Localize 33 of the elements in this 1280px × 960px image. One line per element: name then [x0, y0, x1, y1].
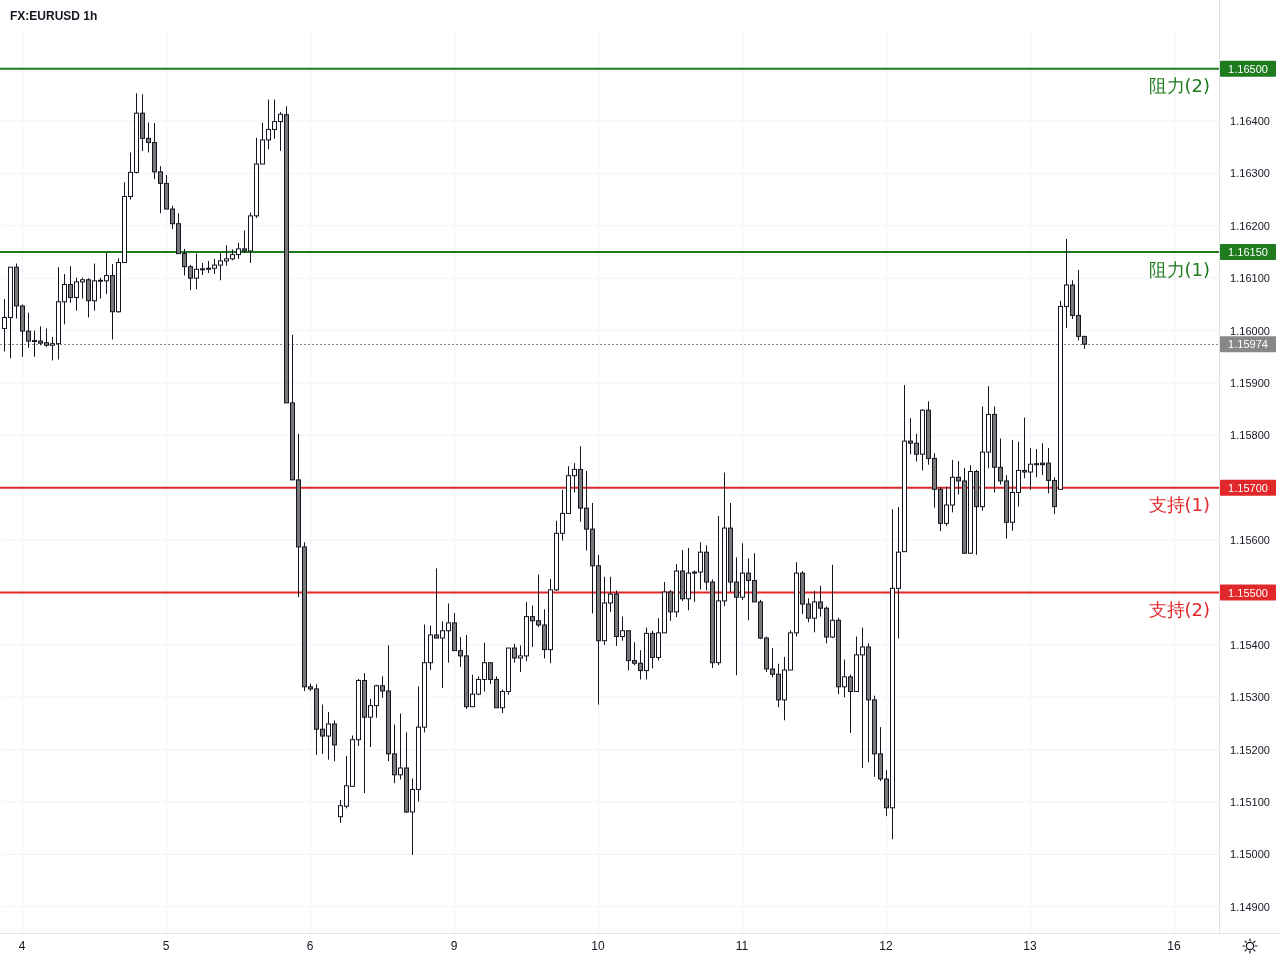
y-tick-label: 1.16400	[1230, 115, 1270, 128]
y-tick-label: 1.15400	[1230, 638, 1270, 651]
chart-title: FX:EURUSD 1h	[10, 9, 98, 23]
y-tick-label: 1.15100	[1230, 796, 1270, 809]
x-tick-label: 6	[306, 939, 314, 953]
y-tick-label: 1.15600	[1230, 534, 1270, 547]
x-tick-label: 10	[591, 939, 605, 953]
y-tick-label: 1.16300	[1230, 167, 1270, 180]
ref-line-label: 支持(2)	[1148, 599, 1210, 621]
text: 1.16500	[1228, 62, 1268, 75]
y-tick-label: 1.16200	[1230, 219, 1270, 232]
x-tick-label: 11	[735, 939, 749, 953]
x-tick-label: 9	[450, 939, 458, 953]
ref-line-label: 阻力(1)	[1148, 258, 1210, 280]
y-tick-label: 1.15800	[1230, 429, 1270, 442]
x-tick-label: 4	[18, 939, 26, 953]
x-tick-label: 5	[162, 939, 170, 953]
y-tick-label: 1.14900	[1230, 900, 1270, 913]
text: 1.16150	[1228, 246, 1268, 259]
y-tick-label: 1.15200	[1230, 743, 1270, 756]
y-tick-label: 1.16100	[1230, 272, 1270, 285]
y-tick-label: 1.16000	[1230, 324, 1270, 337]
y-tick-label: 1.15000	[1230, 848, 1270, 861]
text: 1.15700	[1228, 481, 1268, 494]
text: 1.15974	[1228, 338, 1268, 351]
ref-line-label: 阻力(2)	[1148, 75, 1210, 97]
ref-line-label: 支持(1)	[1148, 494, 1210, 516]
x-tick-label: 16	[1167, 939, 1181, 953]
text: 1.15500	[1228, 586, 1268, 599]
x-tick-label: 12	[879, 939, 893, 953]
y-tick-label: 1.15900	[1230, 376, 1270, 389]
y-tick-label: 1.15300	[1230, 691, 1270, 704]
x-tick-label: 13	[1023, 939, 1037, 953]
